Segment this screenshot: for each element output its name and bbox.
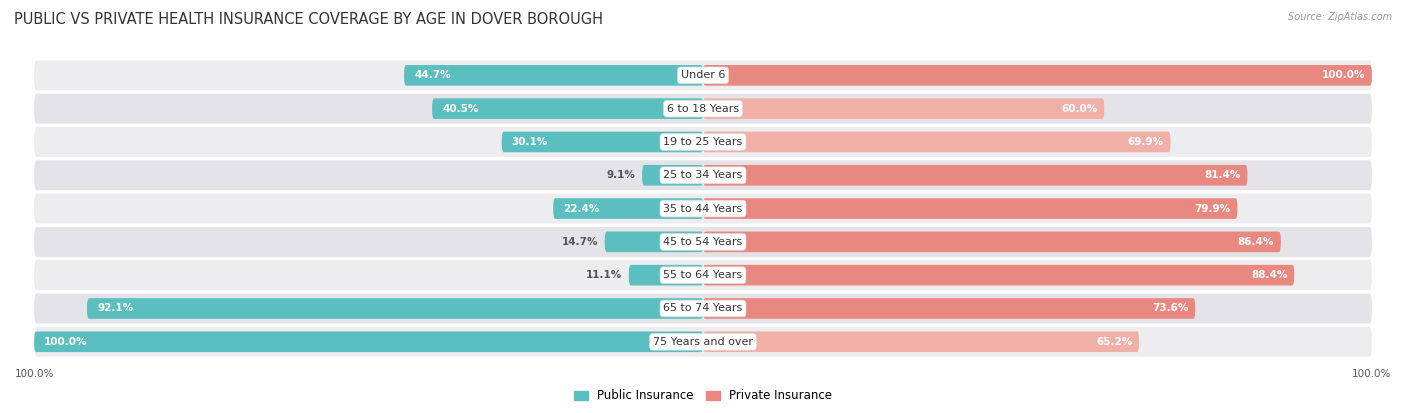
Text: Under 6: Under 6: [681, 70, 725, 81]
Text: PUBLIC VS PRIVATE HEALTH INSURANCE COVERAGE BY AGE IN DOVER BOROUGH: PUBLIC VS PRIVATE HEALTH INSURANCE COVER…: [14, 12, 603, 27]
Text: 81.4%: 81.4%: [1205, 170, 1240, 180]
Text: 30.1%: 30.1%: [512, 137, 548, 147]
Text: 65 to 74 Years: 65 to 74 Years: [664, 304, 742, 313]
FancyBboxPatch shape: [87, 298, 703, 319]
Text: 11.1%: 11.1%: [586, 270, 621, 280]
Text: 65.2%: 65.2%: [1097, 337, 1132, 347]
FancyBboxPatch shape: [34, 260, 1372, 290]
Text: 55 to 64 Years: 55 to 64 Years: [664, 270, 742, 280]
FancyBboxPatch shape: [703, 298, 1195, 319]
FancyBboxPatch shape: [703, 165, 1247, 185]
Text: 79.9%: 79.9%: [1195, 204, 1230, 214]
Text: 69.9%: 69.9%: [1128, 137, 1164, 147]
Text: 73.6%: 73.6%: [1153, 304, 1188, 313]
Text: 45 to 54 Years: 45 to 54 Years: [664, 237, 742, 247]
Text: 25 to 34 Years: 25 to 34 Years: [664, 170, 742, 180]
Text: 86.4%: 86.4%: [1237, 237, 1274, 247]
FancyBboxPatch shape: [703, 98, 1104, 119]
Text: Source: ZipAtlas.com: Source: ZipAtlas.com: [1288, 12, 1392, 22]
FancyBboxPatch shape: [34, 160, 1372, 190]
Text: 9.1%: 9.1%: [606, 170, 636, 180]
Text: 44.7%: 44.7%: [413, 70, 451, 81]
FancyBboxPatch shape: [34, 332, 703, 352]
FancyBboxPatch shape: [34, 127, 1372, 157]
FancyBboxPatch shape: [553, 198, 703, 219]
FancyBboxPatch shape: [703, 65, 1372, 85]
FancyBboxPatch shape: [703, 332, 1139, 352]
Text: 88.4%: 88.4%: [1251, 270, 1288, 280]
FancyBboxPatch shape: [432, 98, 703, 119]
FancyBboxPatch shape: [34, 294, 1372, 323]
FancyBboxPatch shape: [404, 65, 703, 85]
Text: 100.0%: 100.0%: [1322, 70, 1365, 81]
Text: 100.0%: 100.0%: [44, 337, 87, 347]
Text: 60.0%: 60.0%: [1062, 104, 1098, 114]
Text: 22.4%: 22.4%: [564, 204, 599, 214]
Text: 75 Years and over: 75 Years and over: [652, 337, 754, 347]
FancyBboxPatch shape: [34, 194, 1372, 223]
FancyBboxPatch shape: [703, 232, 1281, 252]
Text: 92.1%: 92.1%: [97, 304, 134, 313]
Text: 6 to 18 Years: 6 to 18 Years: [666, 104, 740, 114]
FancyBboxPatch shape: [628, 265, 703, 285]
FancyBboxPatch shape: [34, 327, 1372, 357]
Legend: Public Insurance, Private Insurance: Public Insurance, Private Insurance: [569, 385, 837, 407]
FancyBboxPatch shape: [605, 232, 703, 252]
FancyBboxPatch shape: [643, 165, 703, 185]
Text: 14.7%: 14.7%: [561, 237, 598, 247]
Text: 19 to 25 Years: 19 to 25 Years: [664, 137, 742, 147]
Text: 35 to 44 Years: 35 to 44 Years: [664, 204, 742, 214]
FancyBboxPatch shape: [703, 265, 1295, 285]
Text: 40.5%: 40.5%: [441, 104, 478, 114]
FancyBboxPatch shape: [703, 132, 1171, 152]
FancyBboxPatch shape: [703, 198, 1237, 219]
FancyBboxPatch shape: [34, 60, 1372, 90]
FancyBboxPatch shape: [34, 94, 1372, 123]
FancyBboxPatch shape: [502, 132, 703, 152]
FancyBboxPatch shape: [34, 227, 1372, 257]
